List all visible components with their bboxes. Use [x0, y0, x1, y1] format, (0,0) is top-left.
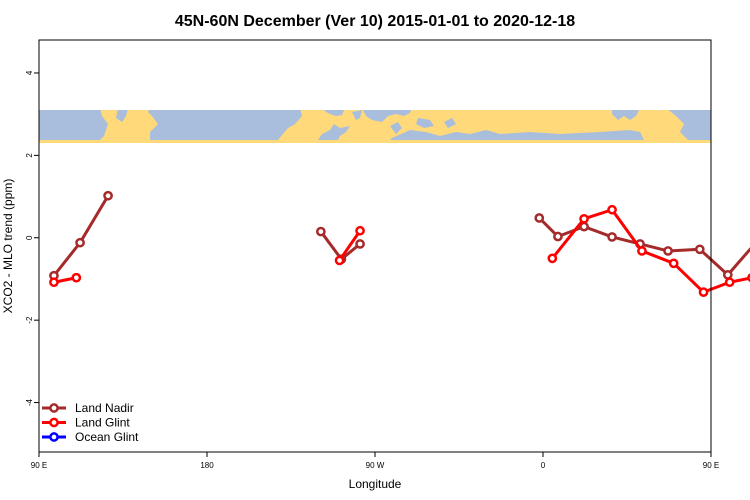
x-tick-label: 90 E	[703, 461, 719, 470]
data-point-land-nadir	[663, 246, 673, 256]
legend-label-ocean-glint: Ocean Glint	[75, 430, 139, 444]
data-point-land-nadir	[103, 190, 113, 201]
map-ocean-area	[116, 110, 128, 122]
x-tick-label: 90 E	[31, 461, 47, 470]
series-line-land-glint	[338, 229, 362, 262]
y-tick-label: 4	[25, 70, 34, 75]
map-ocean-area	[352, 110, 362, 120]
plot-frame	[38, 39, 712, 453]
map-ocean-area	[324, 110, 345, 116]
map-ocean-area	[148, 110, 302, 140]
y-axis-label: XCO2 - MLO trend (ppm)	[1, 179, 15, 314]
y-tick-label: 2	[25, 153, 34, 158]
data-point-land-nadir	[553, 231, 563, 242]
data-point-land-nadir	[355, 239, 365, 249]
legend-marker-ocean-glint	[49, 432, 59, 442]
data-point-land-glint	[71, 272, 82, 283]
map-ocean-area	[668, 110, 711, 140]
legend-marker-land-glint	[49, 417, 59, 428]
data-point-land-glint	[698, 287, 709, 297]
data-point-land-glint	[668, 258, 679, 269]
map-ocean-area	[318, 124, 350, 140]
series-line-land-nadir	[52, 194, 110, 277]
map-ocean-area	[612, 110, 639, 120]
data-point-land-nadir	[722, 269, 733, 280]
y-tick-label: 0	[25, 235, 34, 240]
data-point-land-glint	[607, 204, 617, 215]
map-ocean-area	[444, 118, 456, 128]
data-point-land-nadir	[694, 244, 705, 255]
y-tick-label: -4	[25, 398, 34, 406]
series-line-land-nadir	[538, 216, 750, 277]
data-point-land-nadir	[316, 226, 326, 237]
map-ocean-area	[390, 122, 402, 134]
axes-layer: -4 -2 0 2 4 90 E 180 90 W 0 90 E	[25, 39, 719, 470]
data-point-land-glint	[547, 253, 558, 264]
data-point-land-glint	[334, 255, 345, 266]
map-ocean-area	[416, 118, 434, 128]
x-tick-label: 180	[200, 461, 214, 470]
data-point-land-glint	[579, 213, 589, 224]
map-ocean-area	[390, 130, 644, 140]
legend-label-land-nadir: Land Nadir	[75, 401, 134, 415]
data-point-land-glint	[355, 225, 365, 236]
map-ocean-area	[363, 110, 412, 122]
x-tick-label: 90 W	[366, 461, 385, 470]
data-point-land-nadir	[607, 232, 617, 242]
data-point-land-nadir	[75, 237, 85, 248]
y-tick-label: -2	[25, 316, 34, 324]
series-layer	[49, 190, 750, 297]
legend-marker-land-nadir	[49, 403, 59, 413]
world-map-strip	[39, 110, 711, 143]
chart-title: 45N-60N December (Ver 10) 2015-01-01 to …	[175, 13, 575, 30]
data-point-land-nadir	[534, 213, 545, 223]
data-point-land-glint	[49, 277, 59, 288]
x-tick-label: 0	[541, 461, 546, 470]
data-point-land-glint	[637, 246, 647, 256]
data-point-land-glint	[724, 277, 735, 288]
legend-label-land-glint: Land Glint	[75, 416, 130, 430]
map-oceans	[39, 110, 711, 140]
x-axis-label: Longitude	[349, 477, 402, 491]
map-ocean-area	[39, 110, 108, 140]
